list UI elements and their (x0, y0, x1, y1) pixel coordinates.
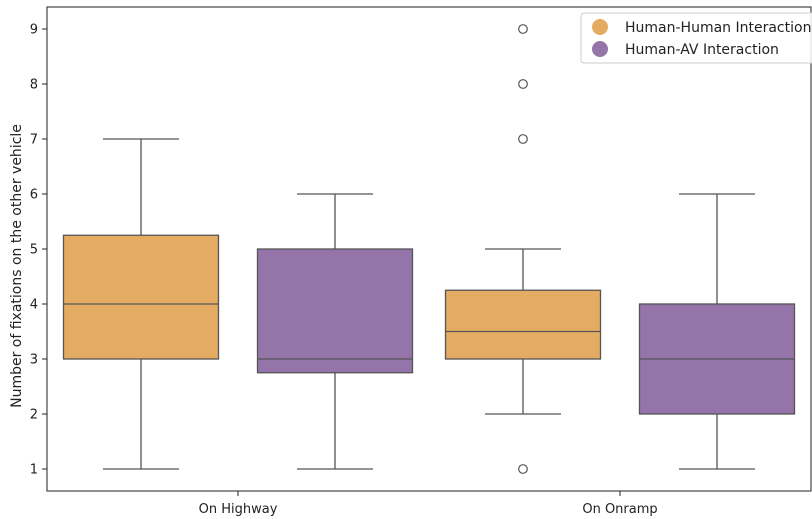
outlier-point (518, 24, 528, 34)
legend-box (580, 12, 812, 64)
y-axis-label: Number of fixations on the other vehicle (9, 124, 25, 408)
legend-label: Human-AV Interaction (625, 42, 779, 58)
y-tick-label: 6 (30, 188, 38, 203)
plot-area: 1 2 3 4 5 6 7 8 9 On Highway On Onramp (30, 6, 812, 517)
box (256, 248, 414, 374)
outlier-point (518, 464, 528, 474)
y-tick-label: 8 (30, 78, 38, 93)
y-tick-label: 5 (30, 243, 38, 258)
legend-marker (592, 41, 608, 57)
x-tick-label: On Onramp (582, 502, 657, 517)
y-tick-label: 4 (30, 298, 38, 313)
y-tick-label: 9 (30, 23, 38, 38)
x-tick-label: On Highway (199, 502, 278, 517)
box (444, 289, 602, 360)
outlier-point (518, 134, 528, 144)
box (62, 234, 220, 360)
legend-marker (592, 19, 608, 35)
outlier-point (518, 79, 528, 89)
y-tick-label: 7 (30, 133, 38, 148)
y-tick-label: 2 (30, 408, 38, 423)
y-tick-label: 3 (30, 353, 38, 368)
legend: Human-Human Interaction Human-AV Interact… (580, 12, 812, 64)
legend-label: Human-Human Interaction (625, 20, 811, 36)
y-tick-label: 1 (30, 463, 38, 478)
